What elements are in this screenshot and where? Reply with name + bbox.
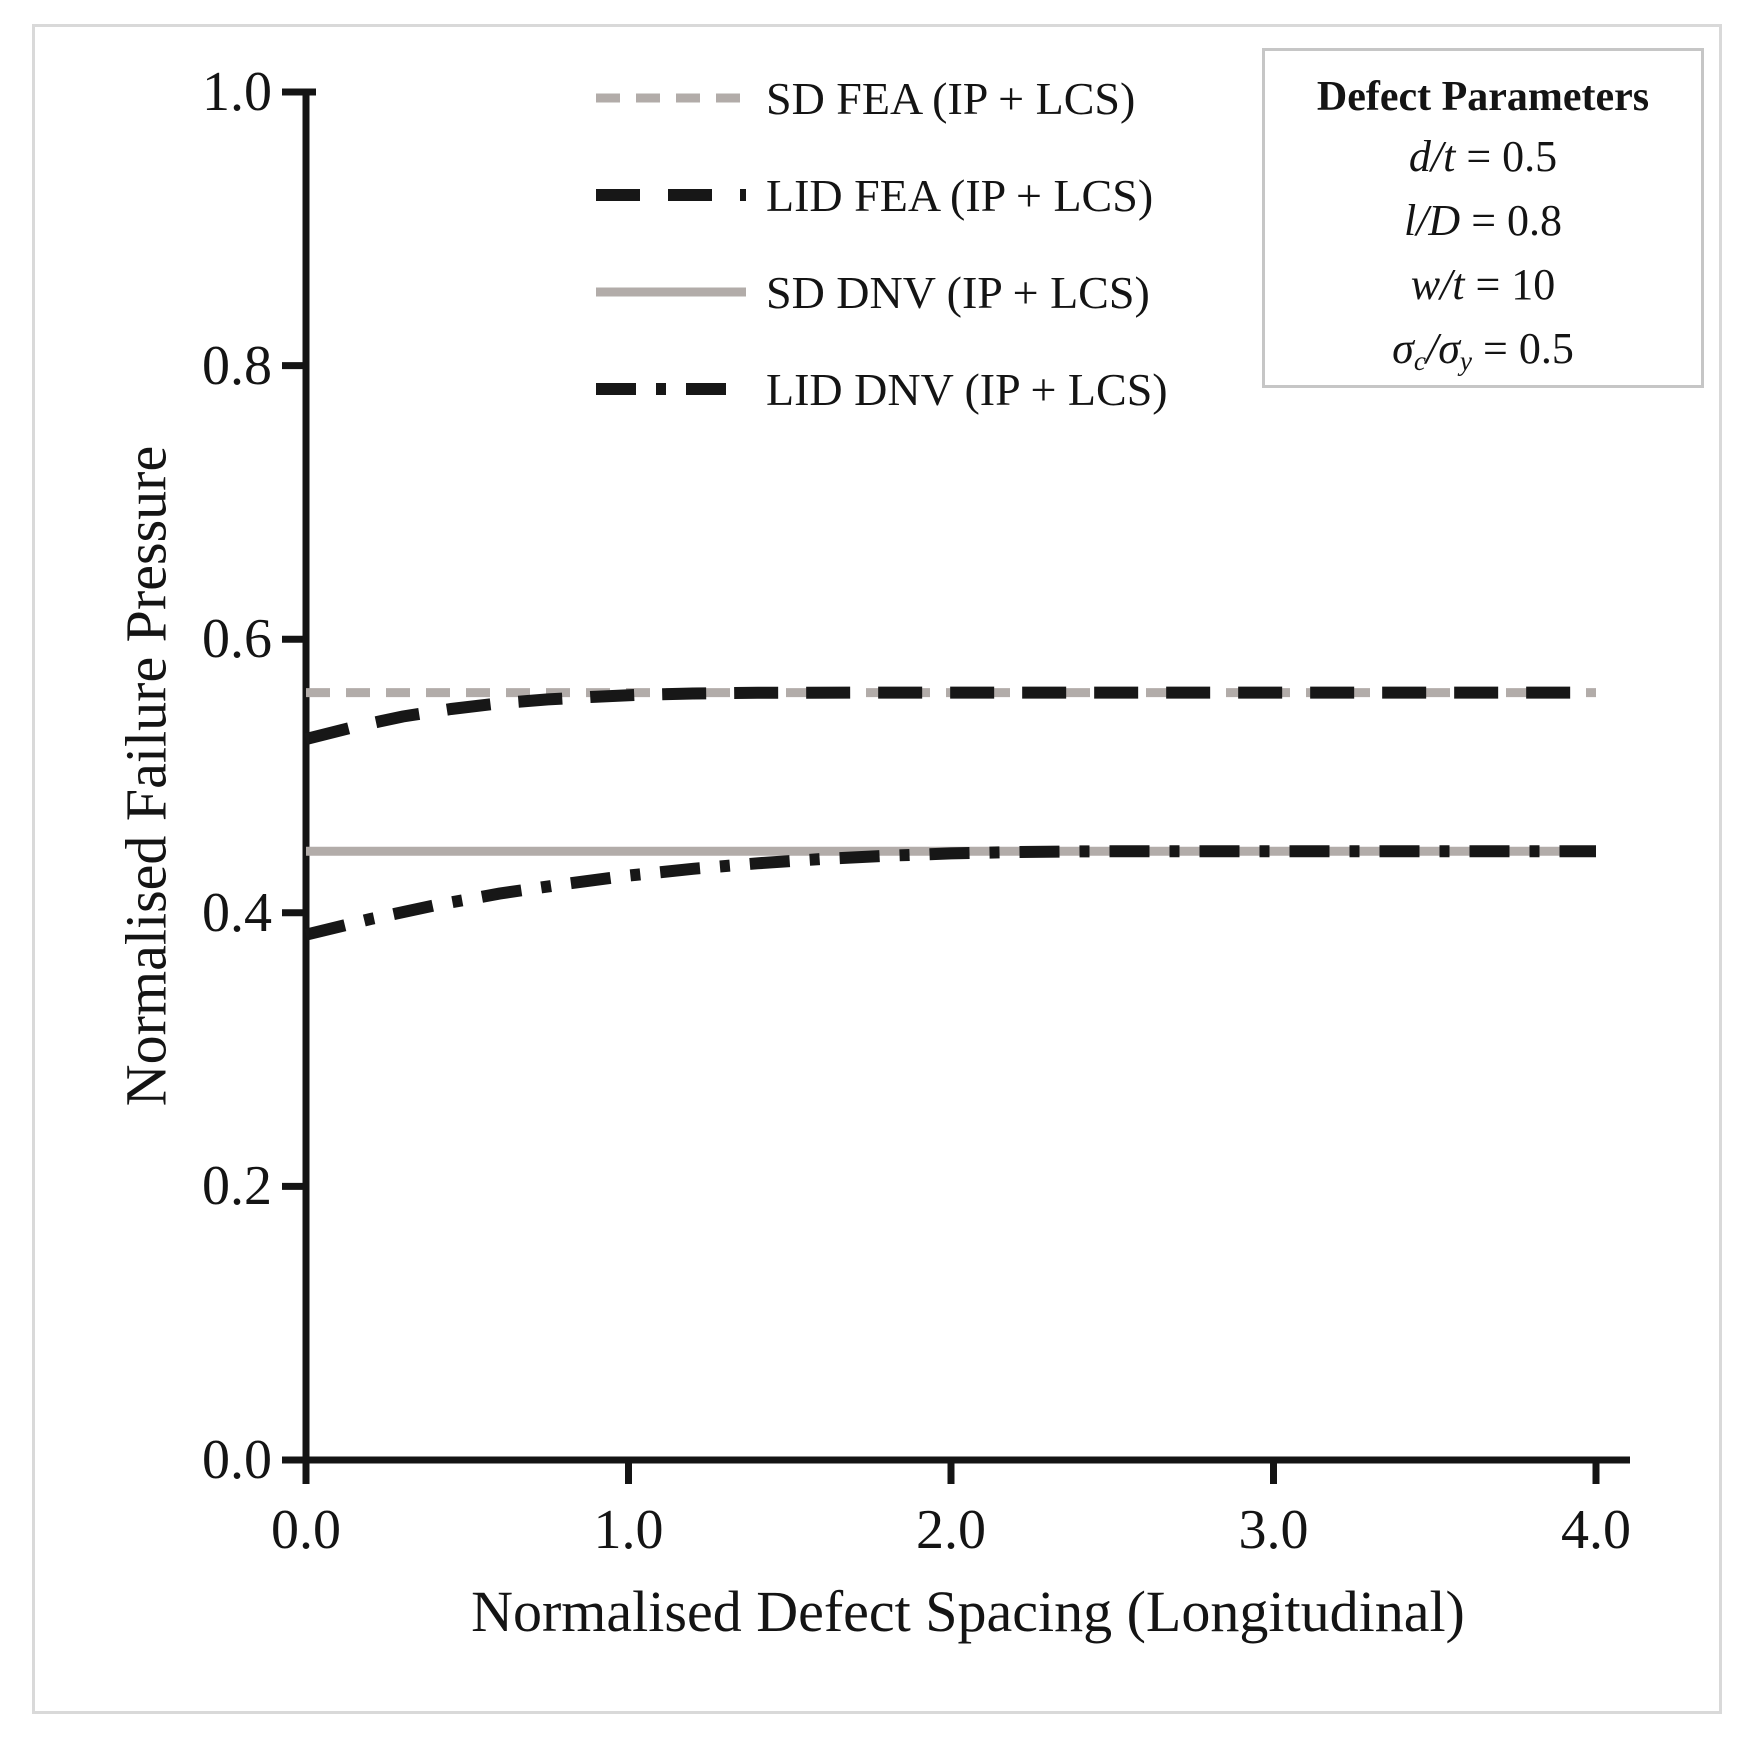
y-tick-label: 0.2 <box>202 1155 272 1218</box>
legend-line-sample <box>596 93 746 103</box>
y-tick-label: 1.0 <box>202 61 272 123</box>
defect-param-row: d/t = 0.5 <box>1408 132 1558 181</box>
x-tick-label: 0.0 <box>271 1499 341 1561</box>
defect-param-row: w/t = 10 <box>1410 260 1556 309</box>
series-lid_fea-line <box>304 686 1596 745</box>
legend-item: LID DNV (IP + LCS) <box>596 343 1168 435</box>
defect-param-row: l/D = 0.8 <box>1403 196 1563 245</box>
y-tick-label: 0.6 <box>202 608 272 671</box>
legend-item-label: SD DNV (IP + LCS) <box>766 266 1150 318</box>
defect-parameters-box: Defect Parameters d/t = 0.5 l/D = 0.8 w/t … <box>1262 48 1704 388</box>
y-axis-title: Normalised Failure Pressure <box>113 445 179 1107</box>
x-tick-label: 2.0 <box>916 1499 986 1561</box>
legend-line-sample <box>596 287 746 297</box>
defect-parameters-title: Defect Parameters <box>1316 74 1650 120</box>
legend-line-sample <box>596 383 746 395</box>
y-tick-label: 0.0 <box>202 1429 272 1491</box>
defect-parameters-rows: d/t = 0.5 l/D = 0.8 w/t = 10 σc/σy = 0.5 <box>1265 125 1701 393</box>
y-tick-label: 0.8 <box>202 334 272 397</box>
x-tick-label: 4.0 <box>1561 1499 1631 1561</box>
series-lid_dnv-line <box>304 845 1596 941</box>
x-tick-label: 1.0 <box>593 1499 664 1561</box>
legend-item-label: SD FEA (IP + LCS) <box>766 72 1136 124</box>
legend-item-label: LID DNV (IP + LCS) <box>766 363 1168 415</box>
x-axis-title: Normalised Defect Spacing (Longitudinal) <box>471 1579 1465 1644</box>
legend-item: SD DNV (IP + LCS) <box>596 246 1150 338</box>
legend-line-sample <box>596 189 746 201</box>
defect-param-row: σc/σy = 0.5 <box>1392 324 1574 376</box>
y-tick-label: 0.4 <box>202 881 272 944</box>
legend-item: LID FEA (IP + LCS) <box>596 149 1153 241</box>
x-tick-label: 3.0 <box>1238 1499 1309 1561</box>
legend-item-label: LID FEA (IP + LCS) <box>766 169 1154 221</box>
legend-item: SD FEA (IP + LCS) <box>596 52 1135 144</box>
